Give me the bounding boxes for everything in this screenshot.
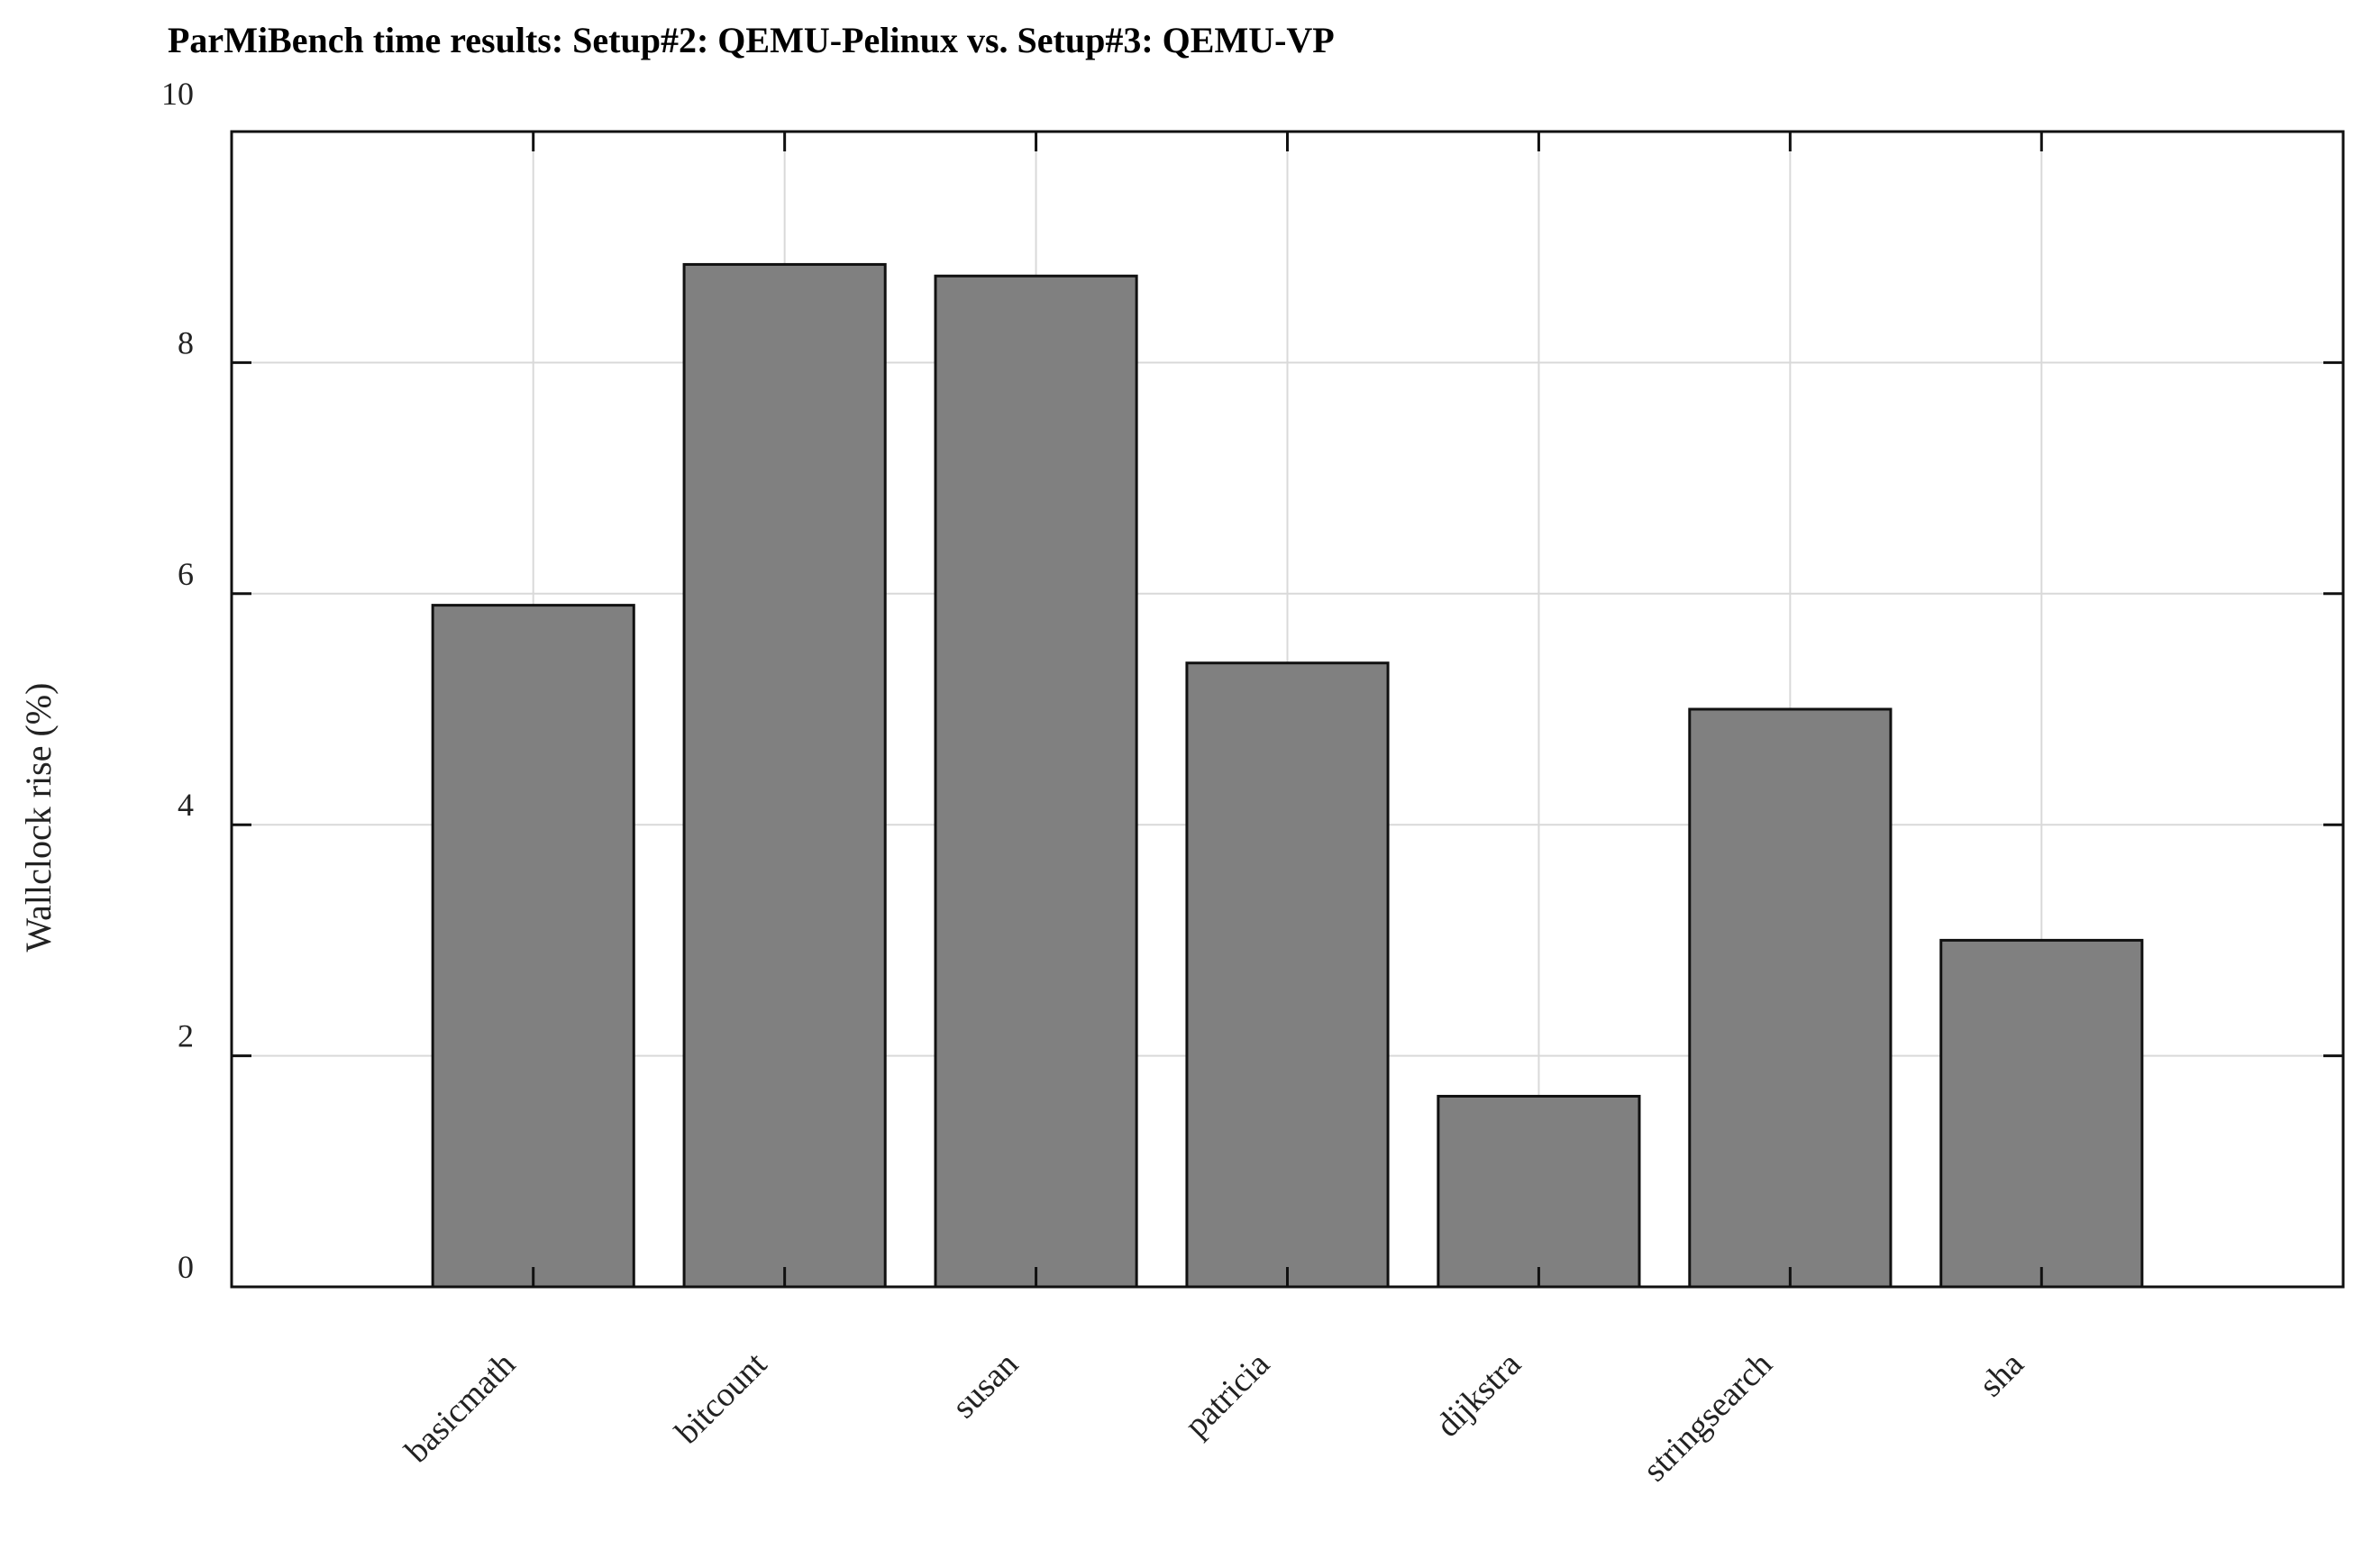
bar-bitcount bbox=[682, 262, 887, 1289]
x-tick-label-dijkstra: dijkstra bbox=[1428, 1345, 1528, 1445]
y-tick-label: 2 bbox=[178, 1018, 194, 1054]
y-axis-label: Wallclock rise (%) bbox=[18, 683, 59, 953]
bar-basicmath bbox=[431, 604, 635, 1289]
x-tick-labels: basicmath bitcount susan patricia dijkstra st… bbox=[397, 1345, 2030, 1489]
bars bbox=[431, 262, 2144, 1289]
x-tick-label-susan: susan bbox=[945, 1345, 1026, 1426]
y-tick-labels: 0 2 4 6 8 10 bbox=[161, 76, 194, 1285]
ticks bbox=[232, 132, 2343, 1287]
bar-sha bbox=[1939, 938, 2144, 1289]
bar-patricia bbox=[1185, 661, 1390, 1289]
chart-title: ParMiBench time results: Setup#2: QEMU-P… bbox=[168, 20, 1335, 60]
x-tick-label-basicmath: basicmath bbox=[397, 1345, 523, 1471]
x-tick-label-bitcount: bitcount bbox=[668, 1345, 774, 1451]
y-tick-label: 10 bbox=[161, 76, 194, 112]
y-tick-label: 4 bbox=[178, 787, 194, 823]
y-tick-label: 6 bbox=[178, 556, 194, 592]
y-tick-label: 8 bbox=[178, 324, 194, 360]
bar-stringsearch bbox=[1688, 707, 1893, 1289]
bar-susan bbox=[934, 274, 1138, 1289]
x-tick-label-sha: sha bbox=[1972, 1345, 2031, 1405]
x-tick-label-patricia: patricia bbox=[1178, 1345, 1277, 1445]
bar-dijkstra bbox=[1437, 1094, 1641, 1289]
x-tick-label-stringsearch: stringsearch bbox=[1636, 1345, 1780, 1490]
y-tick-label: 0 bbox=[178, 1249, 194, 1285]
